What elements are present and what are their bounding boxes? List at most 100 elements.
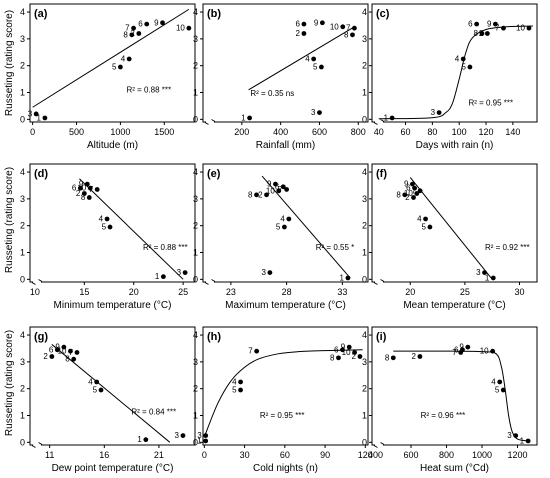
data-point bbox=[86, 195, 92, 200]
data-point bbox=[501, 25, 506, 31]
data-point bbox=[74, 350, 80, 355]
data-point bbox=[357, 354, 363, 359]
x-tick-label: 1200 bbox=[507, 450, 527, 460]
y-tick-label: 0 bbox=[193, 114, 198, 124]
point-label: 2 bbox=[295, 29, 300, 38]
y-tick-label: 4 bbox=[193, 7, 198, 17]
point-label: 9 bbox=[487, 20, 492, 29]
point-label: 8 bbox=[81, 193, 86, 202]
panel-frame bbox=[371, 163, 538, 283]
y-tick-label: 0 bbox=[193, 437, 198, 447]
fit-line bbox=[203, 349, 363, 438]
data-point bbox=[182, 270, 188, 276]
x-tick-label: 21 bbox=[154, 450, 164, 460]
panel-frame bbox=[29, 163, 196, 283]
point-label: 1 bbox=[197, 436, 202, 445]
data-point bbox=[276, 188, 282, 194]
data-point bbox=[482, 270, 487, 276]
point-label: 1 bbox=[485, 273, 490, 282]
y-tick-label: 2 bbox=[193, 221, 198, 231]
y-tick-label: 4 bbox=[362, 7, 367, 17]
x-tick-label: 25 bbox=[460, 287, 470, 297]
data-point bbox=[267, 270, 273, 276]
y-tick-label: 2 bbox=[20, 384, 25, 394]
fit-line bbox=[378, 25, 533, 120]
data-point bbox=[143, 437, 149, 443]
y-tick-label: 4 bbox=[362, 330, 367, 340]
point-label: 1 bbox=[155, 272, 160, 281]
point-label: 4 bbox=[491, 377, 496, 386]
y-tick-label: 2 bbox=[20, 221, 25, 231]
y-tick-label: 4 bbox=[20, 7, 25, 17]
point-label: 6 bbox=[138, 20, 143, 29]
data-point bbox=[94, 187, 100, 192]
point-label: 4 bbox=[455, 54, 460, 63]
data-point bbox=[417, 354, 423, 359]
y-tick-label: 1 bbox=[362, 88, 367, 98]
data-point bbox=[436, 110, 442, 116]
x-tick-label: 1500 bbox=[154, 127, 174, 137]
x-tick-label: 33 bbox=[337, 287, 347, 297]
point-label: 5 bbox=[495, 386, 500, 395]
y-tick-label: 0 bbox=[362, 114, 367, 124]
y-tick-label: 0 bbox=[20, 437, 25, 447]
data-point bbox=[54, 347, 60, 353]
point-label: 9 bbox=[459, 343, 464, 352]
data-point bbox=[49, 354, 55, 359]
point-label: 8 bbox=[65, 355, 70, 364]
point-label: 10 bbox=[58, 347, 67, 356]
point-label: 7 bbox=[452, 348, 457, 357]
data-point bbox=[460, 56, 466, 62]
x-tick-label: 400 bbox=[273, 127, 288, 137]
x-tick-label: 23 bbox=[226, 287, 236, 297]
y-tick-label: 4 bbox=[20, 330, 25, 340]
y-axis-label-row-3: Russeting (rating score) bbox=[4, 330, 15, 436]
point-label: 7 bbox=[248, 347, 253, 356]
point-label: 9 bbox=[341, 343, 346, 352]
r-squared-annotation: R² = 0.95 *** bbox=[468, 98, 513, 107]
y-tick-label: 2 bbox=[20, 61, 25, 71]
x-axis-label: Mean temperature (°C) bbox=[403, 300, 505, 311]
fit-line bbox=[79, 178, 184, 280]
y-tick-label: 2 bbox=[362, 221, 367, 231]
point-label: 2 bbox=[43, 352, 48, 361]
data-point bbox=[467, 64, 473, 70]
data-point bbox=[129, 32, 135, 38]
point-label: 8 bbox=[344, 30, 349, 39]
data-point bbox=[104, 216, 110, 222]
data-point bbox=[264, 192, 269, 198]
point-label: 2 bbox=[258, 190, 263, 199]
panel-label: (h) bbox=[207, 331, 221, 343]
data-point bbox=[186, 25, 192, 31]
data-point bbox=[273, 181, 278, 187]
point-label: 4 bbox=[121, 54, 126, 63]
r-squared-annotation: R² = 0.88 *** bbox=[143, 243, 188, 252]
y-tick-label: 0 bbox=[20, 114, 25, 124]
point-label: 10 bbox=[404, 189, 413, 198]
axis-break-mark bbox=[373, 119, 385, 125]
point-label: 5 bbox=[232, 386, 237, 395]
data-point bbox=[526, 25, 532, 31]
panel-label: (d) bbox=[34, 168, 48, 180]
point-label: 6 bbox=[49, 345, 54, 354]
data-point bbox=[490, 275, 496, 281]
panel-label: (g) bbox=[34, 331, 48, 343]
x-tick-label: 20 bbox=[129, 287, 139, 297]
panel-label: (f) bbox=[376, 168, 387, 180]
point-label: 9 bbox=[79, 180, 84, 189]
x-axis-label: Dew point temperature (°C) bbox=[52, 463, 174, 474]
data-point bbox=[389, 115, 395, 121]
y-tick-label: 4 bbox=[193, 167, 198, 177]
data-point bbox=[500, 387, 506, 393]
x-tick-label: 25 bbox=[178, 287, 188, 297]
data-point bbox=[465, 344, 471, 350]
panel-frame bbox=[29, 3, 196, 123]
data-point bbox=[493, 21, 498, 27]
panel-label: (b) bbox=[207, 8, 221, 20]
y-axis-label-row-2: Russeting (rating score) bbox=[4, 167, 15, 273]
data-point bbox=[254, 192, 259, 198]
data-point bbox=[81, 191, 87, 196]
data-point bbox=[301, 21, 307, 27]
